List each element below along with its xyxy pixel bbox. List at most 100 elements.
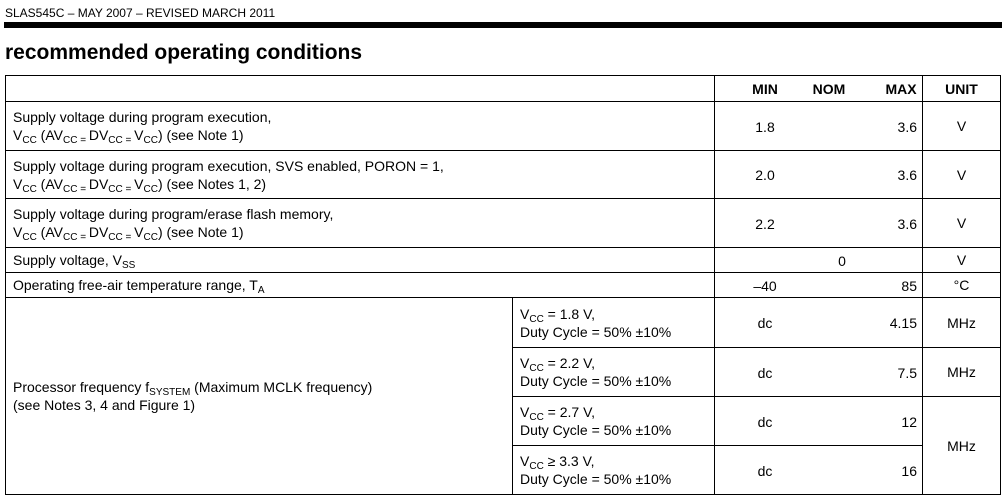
unit-cell: MHz — [922, 297, 1001, 348]
text: DV — [88, 127, 109, 143]
subscript: CC — [22, 232, 37, 243]
text: Processor frequency f — [13, 379, 150, 395]
value-cell: 2.0 3.6 — [714, 150, 923, 199]
max-value: 3.6 — [897, 118, 917, 135]
text: V — [134, 127, 144, 143]
value-cell: 2.2 3.6 — [714, 198, 923, 248]
subscript: CC — [22, 183, 37, 195]
text: = 2.2 V, — [543, 355, 596, 371]
max-value: 16 — [901, 462, 917, 479]
subscript: CC — [22, 135, 37, 146]
value-cell: 1.8 3.6 — [714, 101, 923, 151]
text: Duty Cycle = 50% ±10% — [520, 323, 672, 340]
subscript: CC — [143, 232, 158, 243]
subscript: CC = — [108, 232, 135, 243]
text-line: VCC (AVCC = DVCC = VCC) (see Notes 1, 2) — [13, 175, 707, 195]
unit-cell: V — [922, 101, 1001, 151]
subscript: CC = — [108, 183, 135, 195]
text-line: Duty Cycle = 50% ±10% — [520, 323, 707, 341]
text: V — [134, 175, 144, 192]
text: V — [520, 305, 530, 322]
doc-header: SLAS545C – MAY 2007 – REVISED MARCH 2011 — [5, 6, 276, 20]
unit: V — [956, 252, 967, 268]
text: Duty Cycle = 50% ±10% — [520, 471, 672, 487]
header-cell — [5, 75, 715, 102]
text: Duty Cycle = 50% ±10% — [520, 373, 672, 389]
unit-cell: °C — [922, 272, 1001, 298]
text: = 2.7 V, — [543, 404, 596, 420]
subscript: CC — [529, 313, 544, 325]
min-value: dc — [757, 315, 773, 331]
text: ≥ 3.3 V, — [543, 453, 595, 469]
max-value: 3.6 — [897, 215, 917, 232]
unit: MHz — [947, 314, 976, 331]
text: DV — [88, 175, 109, 192]
max-value: 3.6 — [897, 167, 917, 183]
unit-cell: V — [922, 150, 1001, 199]
text: (Maximum MCLK frequency) — [190, 379, 373, 395]
text-line: Supply voltage, VSS — [13, 251, 707, 271]
text: V — [520, 453, 530, 469]
subscript: CC = — [63, 232, 89, 243]
unit: V — [956, 215, 967, 231]
min-value: 2.2 — [755, 215, 775, 232]
subscript: A — [257, 285, 265, 296]
text: V — [13, 175, 23, 192]
text-line: Duty Cycle = 50% ±10% — [520, 372, 707, 390]
rule — [4, 22, 1002, 28]
max-value: 12 — [901, 413, 917, 430]
subscript: SS — [121, 260, 136, 271]
condition-cell: VCC = 2.7 V, Duty Cycle = 50% ±10% — [512, 396, 715, 446]
text-line: Supply voltage during program execution,… — [13, 157, 707, 175]
text-line: VCC = 2.2 V, — [520, 354, 707, 374]
text: Supply voltage during program execution,… — [13, 157, 444, 174]
text: ) (see Note 1) — [157, 127, 244, 143]
unit: °C — [953, 277, 970, 293]
param-cell: Supply voltage during program execution,… — [5, 101, 715, 151]
text: (AV — [36, 175, 63, 192]
value-cell: dc 4.15 — [714, 297, 923, 348]
value-cell: 0 — [714, 247, 923, 273]
min-value: 1.8 — [755, 118, 775, 135]
text-line: Duty Cycle = 50% ±10% — [520, 470, 707, 488]
subscript: CC = — [63, 183, 89, 195]
param-cell: Supply voltage during program execution,… — [5, 150, 715, 199]
unit: MHz — [947, 364, 976, 380]
text-line: (see Notes 3, 4 and Figure 1) — [13, 396, 505, 414]
text: V — [520, 355, 530, 371]
column-header: MIN — [752, 81, 778, 97]
text: = 1.8 V, — [543, 305, 596, 322]
value-cell: dc 16 — [714, 445, 923, 495]
subscript: CC — [529, 363, 544, 374]
unit: V — [956, 118, 967, 134]
text: V — [13, 224, 23, 240]
text-line: Supply voltage during program execution, — [13, 108, 707, 126]
text: (see Notes 3, 4 and Figure 1) — [13, 397, 196, 413]
text: V — [13, 127, 23, 143]
min-value: –40 — [753, 277, 777, 294]
subscript: CC = — [108, 135, 135, 146]
text: DV — [88, 224, 109, 240]
subscript: CC — [143, 135, 158, 146]
text: ) (see Note 1) — [157, 224, 244, 240]
text-line: VCC (AVCC = DVCC = VCC) (see Note 1) — [13, 223, 707, 243]
value-cell: –40 85 — [714, 272, 923, 298]
section-title: recommended operating conditions — [5, 41, 363, 64]
subscript: CC — [529, 461, 544, 472]
condition-cell: VCC = 1.8 V, Duty Cycle = 50% ±10% — [512, 297, 715, 348]
text-line: Supply voltage during program/erase flas… — [13, 205, 707, 223]
text: (AV — [36, 127, 63, 143]
text: ) (see Notes 1, 2) — [157, 175, 267, 192]
text-line: VCC (AVCC = DVCC = VCC) (see Note 1) — [13, 126, 707, 146]
unit: MHz — [947, 437, 976, 454]
unit-cell: MHz — [922, 347, 1001, 397]
subscript: CC — [143, 183, 158, 195]
text-line: Operating free-air temperature range, TA — [13, 276, 707, 296]
unit: V — [956, 166, 967, 183]
max-value: 85 — [901, 277, 917, 294]
text-line: VCC = 1.8 V, — [520, 305, 707, 325]
text: Supply voltage during program execution, — [13, 109, 272, 125]
text: Supply voltage, V — [13, 252, 122, 268]
param-cell: Operating free-air temperature range, TA — [5, 272, 715, 298]
